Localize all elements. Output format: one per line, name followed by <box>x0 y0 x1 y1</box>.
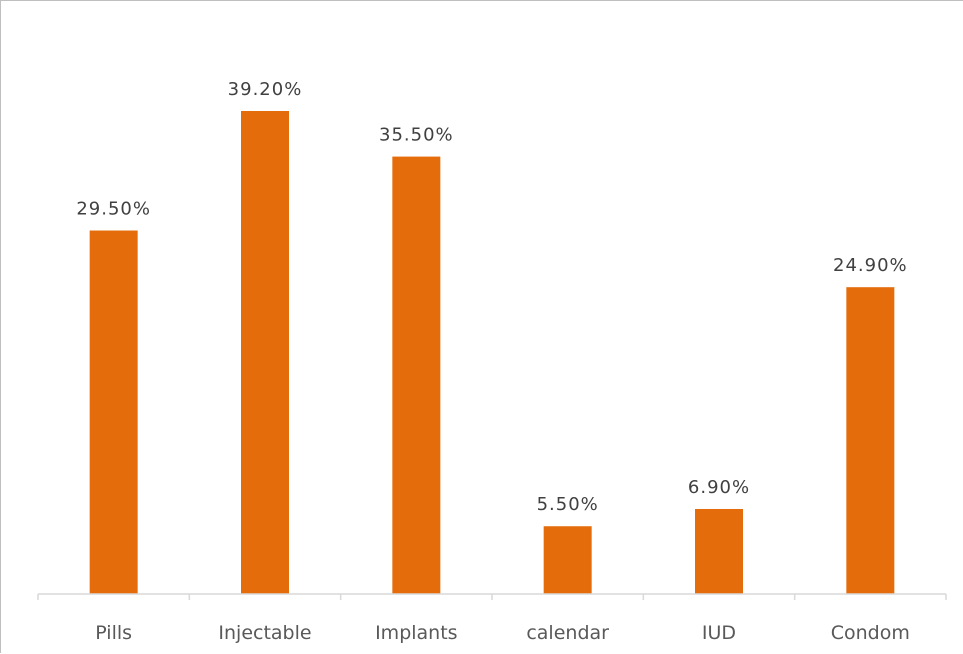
x-axis-tick-labels: Pills Injectable Implants calendar IUD Condom <box>95 622 910 644</box>
x-tick-label-implants: Implants <box>375 622 458 644</box>
data-label-iud: 6.90% <box>688 477 750 498</box>
bar-condom <box>846 287 895 594</box>
bars-group <box>89 111 895 594</box>
x-axis-ticks <box>37 594 947 600</box>
bar-iud <box>695 508 743 594</box>
x-tick-label-injectable: Injectable <box>218 622 311 644</box>
bar-pills <box>89 230 138 594</box>
data-labels-group: 29.50% 39.20% 35.50% 5.50% 6.90% 24.90% <box>76 79 908 515</box>
data-label-injectable: 39.20% <box>228 79 303 100</box>
x-tick-label-condom: Condom <box>831 622 910 644</box>
data-label-implants: 35.50% <box>379 125 454 146</box>
data-label-pills: 29.50% <box>76 199 151 220</box>
x-tick-label-iud: IUD <box>702 622 736 644</box>
x-tick-label-pills: Pills <box>95 622 132 644</box>
bar-calendar <box>543 526 592 594</box>
bar-injectable <box>241 111 289 594</box>
data-label-condom: 24.90% <box>833 255 908 276</box>
data-label-calendar: 5.50% <box>537 494 599 515</box>
bar-implants <box>392 156 441 594</box>
x-tick-label-calendar: calendar <box>526 622 609 644</box>
